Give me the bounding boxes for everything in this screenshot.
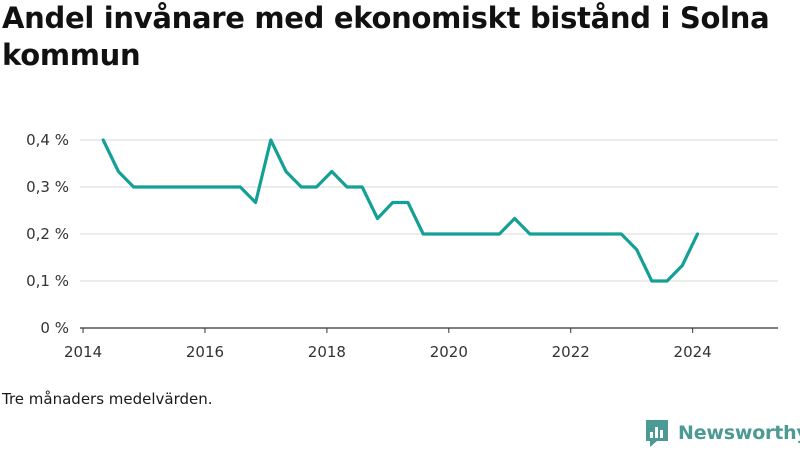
x-tick-label: 2020 (430, 343, 468, 361)
x-tick-label: 2016 (186, 343, 224, 361)
y-tick-label: 0,1 % (26, 272, 69, 290)
chart-title: Andel invånare med ekonomiskt bistånd i … (2, 1, 770, 72)
x-tick-label: 2014 (64, 343, 102, 361)
brand-name: Newsworthy (678, 422, 800, 444)
series-layer (101, 138, 700, 283)
y-tick-label: 0,2 % (26, 225, 69, 243)
newsworthy-logo-icon (646, 420, 668, 447)
x-axis: 2014 2016 2018 2020 2022 2024 (64, 327, 778, 361)
y-axis-tick-labels: 0 % 0,1 % 0,2 % 0,3 % 0,4 % (26, 131, 69, 337)
x-tick-label: 2022 (552, 343, 590, 361)
y-tick-label: 0,4 % (26, 131, 69, 149)
series-line (101, 138, 700, 283)
footnote: Tre månaders medelvärden. (2, 390, 213, 408)
grid-lines (80, 139, 778, 282)
line-chart: 0 % 0,1 % 0,2 % 0,3 % 0,4 % 2014 2016 2018 2020… (26, 131, 778, 361)
y-tick-label: 0,3 % (26, 178, 69, 196)
x-tick-label: 2018 (308, 343, 346, 361)
brand-logo: Newsworthy (644, 418, 800, 448)
x-tick-label: 2024 (674, 343, 712, 361)
y-tick-label: 0 % (40, 319, 69, 337)
